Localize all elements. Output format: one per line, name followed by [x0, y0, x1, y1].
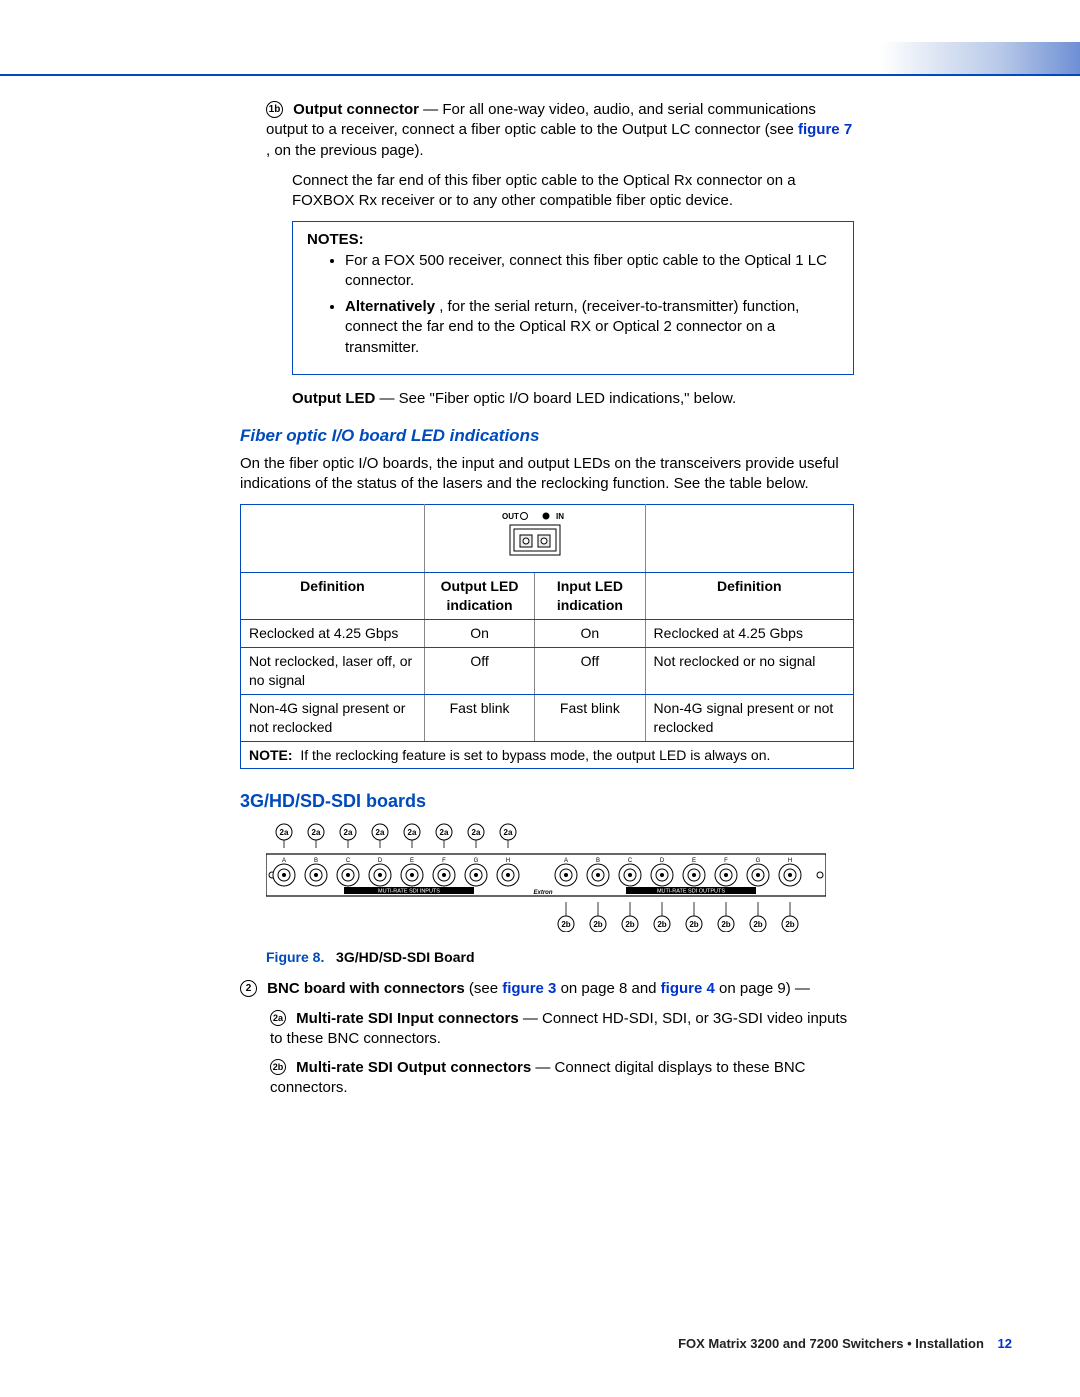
svg-text:2b: 2b: [785, 920, 794, 929]
header-rule: [0, 74, 1080, 76]
figure8-title: 3G/HD/SD-SDI Board: [336, 949, 474, 965]
svg-text:E: E: [692, 858, 696, 864]
svg-text:2a: 2a: [280, 828, 289, 837]
item-2: 2 BNC board with connectors (see figure …: [240, 979, 854, 999]
figure8-caption: Figure 8. 3G/HD/SD-SDI Board: [266, 948, 854, 967]
svg-text:C: C: [346, 858, 351, 864]
svg-text:2b: 2b: [561, 920, 570, 929]
fiber-intro: On the fiber optic I/O boards, the input…: [240, 454, 854, 495]
output-led-label: Output LED: [292, 390, 375, 407]
header-gradient: [880, 42, 1080, 76]
svg-text:2a: 2a: [472, 828, 481, 837]
svg-text:2a: 2a: [504, 828, 513, 837]
item-2-rest2: on page 9) —: [719, 980, 810, 997]
transceiver-illustration: OUT IN: [480, 509, 590, 563]
svg-text:G: G: [474, 858, 479, 864]
svg-text:G: G: [756, 858, 761, 864]
svg-text:A: A: [282, 858, 286, 864]
heading-sdi: 3G/HD/SD-SDI boards: [240, 789, 854, 813]
svg-text:MUTI-RATE SDI INPUTS: MUTI-RATE SDI INPUTS: [378, 888, 440, 894]
table-note-row: NOTE: If the reclocking feature is set t…: [241, 741, 854, 769]
item-1b-body1-tail: , on the previous page).: [266, 142, 424, 159]
item-2-rest1: (see: [469, 980, 502, 997]
svg-text:OUT: OUT: [502, 512, 519, 521]
svg-text:D: D: [378, 858, 383, 864]
led-table: OUT IN Definition Output LED indication …: [240, 504, 854, 769]
page-content: 1b Output connector — For all one-way vi…: [240, 100, 854, 1106]
svg-text:2b: 2b: [657, 920, 666, 929]
table-note-label: NOTE:: [249, 747, 293, 763]
notes-heading: NOTES:: [307, 230, 839, 250]
svg-text:H: H: [506, 858, 510, 864]
item-2b: 2b Multi-rate SDI Output connectors — Co…: [270, 1058, 854, 1099]
footer-text: FOX Matrix 3200 and 7200 Switchers • Ins…: [678, 1336, 984, 1351]
svg-text:2b: 2b: [689, 920, 698, 929]
svg-text:A: A: [564, 858, 568, 864]
notes-li1: For a FOX 500 receiver, connect this fib…: [345, 251, 839, 292]
svg-text:2b: 2b: [593, 920, 602, 929]
callout-1b: 1b: [266, 101, 283, 118]
svg-text:B: B: [314, 858, 318, 864]
svg-text:E: E: [410, 858, 414, 864]
table-row: Reclocked at 4.25 Gbps On On Reclocked a…: [241, 620, 854, 648]
th-def-in: Definition: [645, 573, 853, 620]
figure3-link[interactable]: figure 3: [502, 980, 556, 997]
svg-text:F: F: [724, 858, 728, 864]
svg-text:IN: IN: [556, 512, 564, 521]
th-out: Output LED indication: [424, 573, 534, 620]
svg-text:2b: 2b: [625, 920, 634, 929]
item-2b-title: Multi-rate SDI Output connectors: [296, 1059, 531, 1076]
svg-text:2b: 2b: [753, 920, 762, 929]
svg-text:2a: 2a: [344, 828, 353, 837]
svg-text:MUTI-RATE SDI OUTPUTS: MUTI-RATE SDI OUTPUTS: [657, 888, 725, 894]
output-led-rest: — See "Fiber optic I/O board LED indicat…: [380, 390, 737, 407]
item-2-mid: on page 8 and: [561, 980, 661, 997]
figure8-num: Figure 8.: [266, 949, 324, 965]
sdi-board-figure: A 2a B 2a C 2a D 2a E 2a F 2a G 2a H 2a A 2b B 2b C 2b D 2b E 2b F…: [266, 822, 854, 938]
table-note-text: If the reclocking feature is set to bypa…: [300, 747, 770, 763]
notes-box: NOTES: For a FOX 500 receiver, connect t…: [292, 221, 854, 375]
item-2a: 2a Multi-rate SDI Input connectors — Con…: [270, 1009, 854, 1050]
svg-text:2a: 2a: [312, 828, 321, 837]
item-1b-body2: Connect the far end of this fiber optic …: [292, 171, 854, 212]
svg-text:2a: 2a: [408, 828, 417, 837]
svg-text:Extron: Extron: [533, 890, 552, 896]
svg-text:2a: 2a: [440, 828, 449, 837]
item-1b-title: Output connector: [293, 101, 419, 118]
heading-fiber: Fiber optic I/O board LED indications: [240, 425, 854, 448]
item-2-title: BNC board with connectors: [267, 980, 465, 997]
page-footer: FOX Matrix 3200 and 7200 Switchers • Ins…: [678, 1335, 1012, 1353]
svg-text:F: F: [442, 858, 446, 864]
footer-page: 12: [998, 1336, 1012, 1351]
figure4-link[interactable]: figure 4: [661, 980, 715, 997]
item-1b: 1b Output connector — For all one-way vi…: [266, 100, 854, 161]
output-led-line: Output LED — See "Fiber optic I/O board …: [292, 389, 854, 409]
figure7-link[interactable]: figure 7: [798, 121, 852, 138]
callout-2: 2: [240, 980, 257, 997]
svg-text:H: H: [788, 858, 792, 864]
item-2a-title: Multi-rate SDI Input connectors: [296, 1010, 519, 1027]
callout-2b: 2b: [270, 1059, 286, 1075]
notes-li2: Alternatively , for the serial return, (…: [345, 297, 839, 358]
callout-2a: 2a: [270, 1010, 286, 1026]
notes-li2-lead: Alternatively: [345, 298, 435, 315]
svg-text:C: C: [628, 858, 633, 864]
svg-text:2a: 2a: [376, 828, 385, 837]
th-in: Input LED indication: [535, 573, 645, 620]
table-row: Not reclocked, laser off, or no signal O…: [241, 648, 854, 695]
svg-text:B: B: [596, 858, 600, 864]
th-def-out: Definition: [241, 573, 425, 620]
table-row: Non-4G signal present or not reclocked F…: [241, 694, 854, 741]
svg-text:2b: 2b: [721, 920, 730, 929]
svg-text:D: D: [660, 858, 665, 864]
